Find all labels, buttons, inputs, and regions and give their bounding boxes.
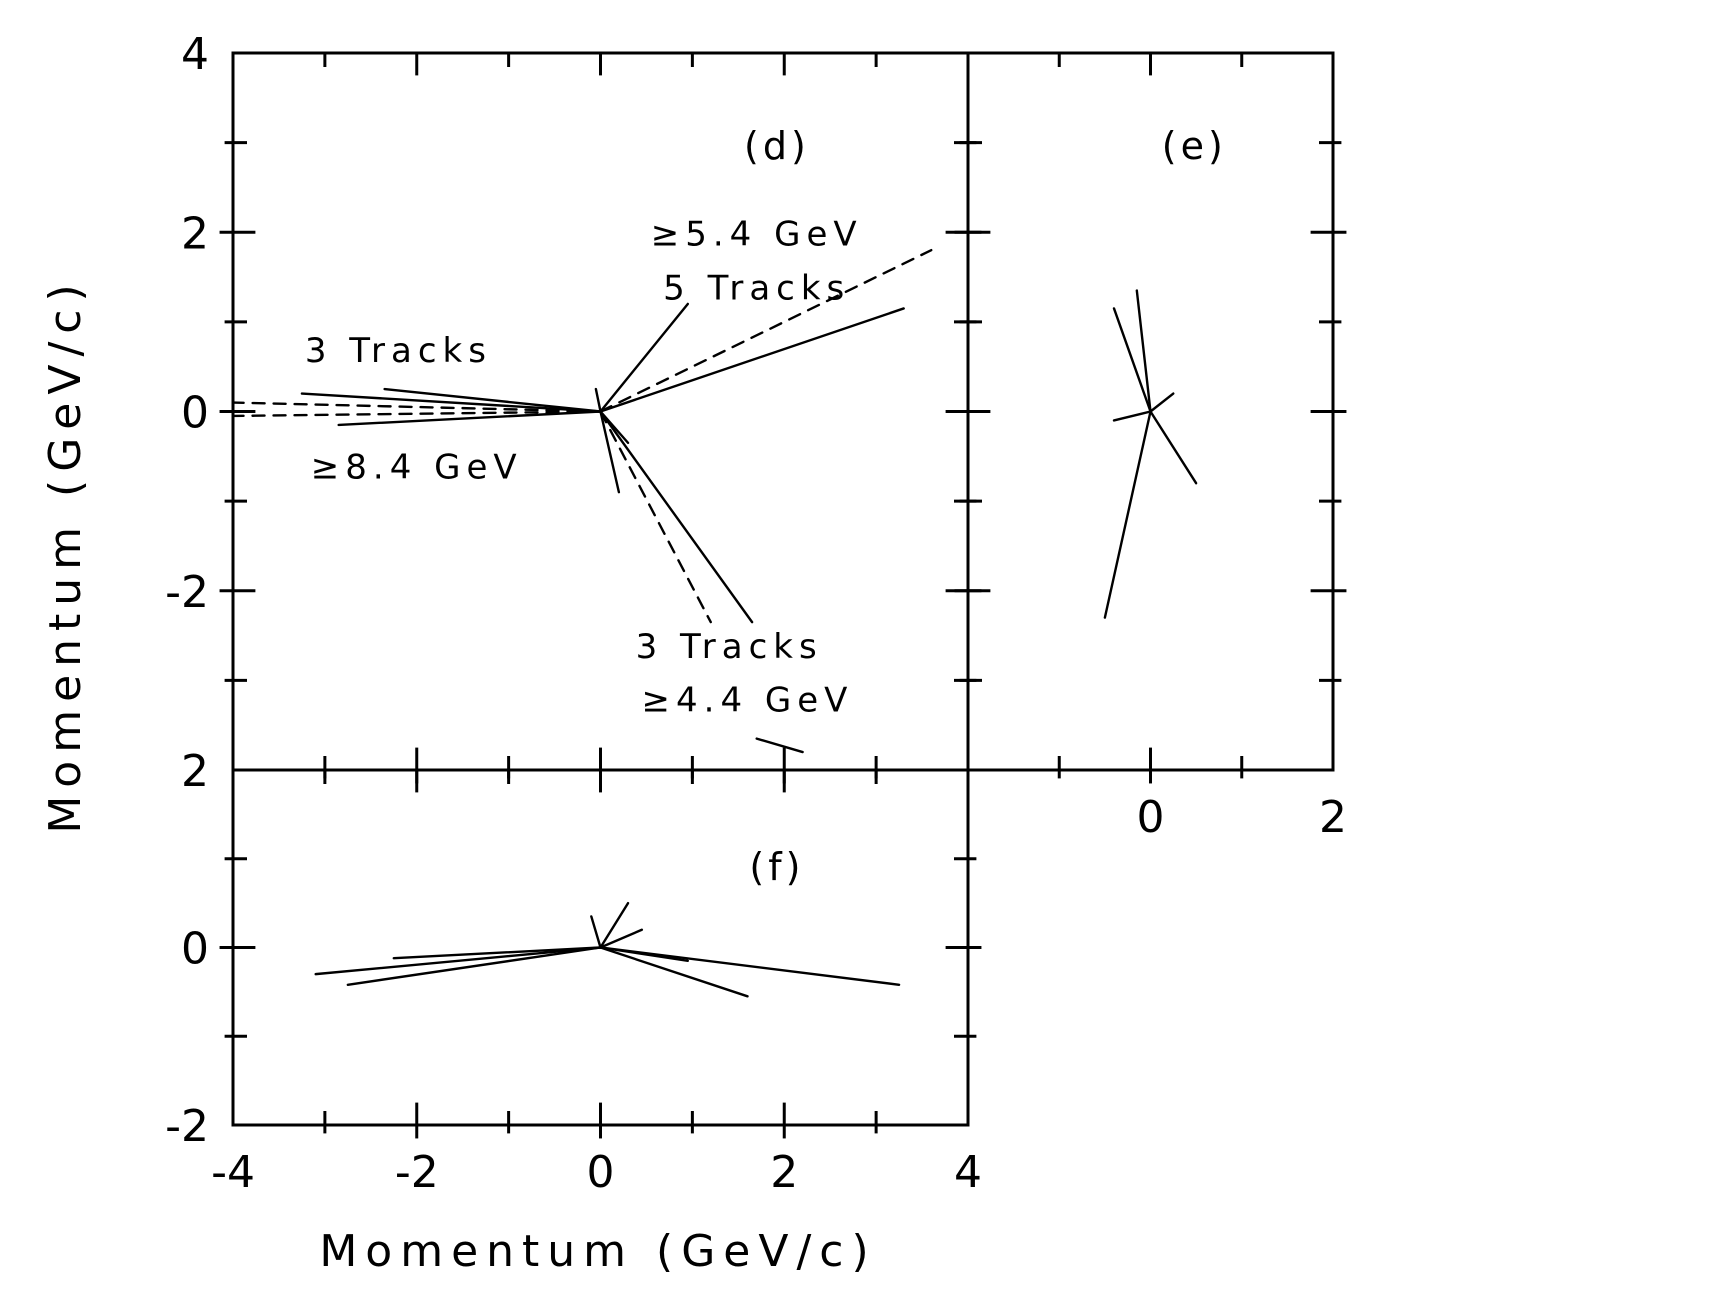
y-tick-label: 0 <box>181 388 209 439</box>
dashed-track-10 <box>599 410 712 624</box>
annotation-4: 3 Tracks <box>636 627 823 667</box>
y-tick-label: -2 <box>165 1101 209 1152</box>
annotation-3: ≥8.4 GeV <box>311 448 523 488</box>
x-axis-label: Momentum (GeV/c) <box>319 1226 876 1277</box>
track-13 <box>755 737 804 754</box>
track-2 <box>1149 410 1198 485</box>
track-4 <box>1149 392 1175 413</box>
track-11 <box>599 410 630 445</box>
annotation-0: ≥5.4 GeV <box>651 215 863 255</box>
y-tick-label: 2 <box>181 746 209 797</box>
track-3 <box>300 392 602 413</box>
track-1 <box>1135 289 1152 413</box>
panel-label-e: (e) <box>1162 124 1227 168</box>
track-7 <box>599 946 689 963</box>
annotation-2: 3 Tracks <box>305 331 492 371</box>
annotation-5: ≥4.4 GeV <box>642 681 854 721</box>
dashed-track-7 <box>231 410 602 418</box>
y-tick-label: 2 <box>181 208 209 259</box>
panel-f: (f)20-2-4 -2 0 2 4 <box>165 746 982 1198</box>
track-8 <box>590 915 602 949</box>
track-3 <box>1103 410 1152 619</box>
panel-label-d: (d) <box>744 124 810 168</box>
y-axis-label: Momentum (GeV/c) <box>40 276 91 833</box>
track-2 <box>346 946 602 986</box>
track-6 <box>599 928 644 949</box>
track-5 <box>1112 410 1152 422</box>
track-0 <box>1112 307 1152 413</box>
track-8 <box>599 410 754 624</box>
track-9 <box>599 410 621 494</box>
track-12 <box>594 387 602 413</box>
x-tick-label: -2 <box>395 1147 439 1198</box>
track-0 <box>599 307 905 413</box>
x-tick-label: 0 <box>587 1147 615 1198</box>
track-1 <box>599 302 689 413</box>
x-tick-label: 2 <box>1319 792 1347 843</box>
track-5 <box>599 901 630 949</box>
x-tick-label: 0 <box>1137 792 1165 843</box>
annotation-1: 5 Tracks <box>663 268 850 308</box>
track-1 <box>314 946 602 976</box>
x-tick-label: 4 <box>954 1147 982 1198</box>
panel-label-f: (f) <box>749 845 804 889</box>
y-tick-label: 4 <box>181 29 209 80</box>
track-0 <box>599 946 901 986</box>
x-tick-label: 2 <box>770 1147 798 1198</box>
track-5 <box>337 410 602 427</box>
panel-e: (e) 0 2 <box>954 51 1347 843</box>
dashed-track-2 <box>599 248 933 413</box>
y-tick-label: 0 <box>181 924 209 975</box>
track-4 <box>599 946 749 998</box>
x-tick-label: -4 <box>211 1147 255 1198</box>
dashed-track-6 <box>231 401 602 413</box>
y-tick-label: -2 <box>165 567 209 618</box>
track-3 <box>392 946 602 960</box>
track-4 <box>383 387 602 413</box>
